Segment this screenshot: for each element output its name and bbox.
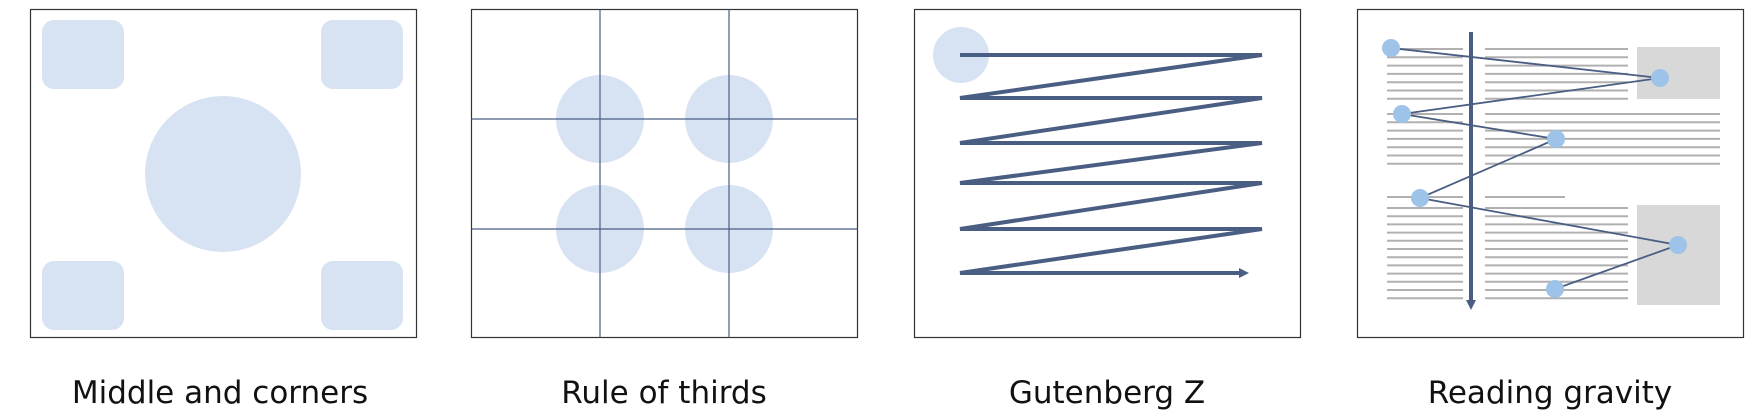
fixation-dot bbox=[1651, 69, 1669, 87]
corner-block-bottom-left bbox=[42, 261, 124, 330]
corner-block-bottom-right bbox=[321, 261, 403, 330]
fixation-dot bbox=[1669, 236, 1687, 254]
panel-caption: Reading gravity bbox=[1428, 375, 1673, 411]
panel-frame bbox=[470, 8, 859, 339]
panel-gutenberg-z: Gutenberg Z bbox=[913, 8, 1302, 411]
fixation-dot bbox=[1382, 39, 1400, 57]
image-block-top bbox=[1637, 47, 1720, 99]
fixation-dot bbox=[1411, 189, 1429, 207]
zigzag-reading-path bbox=[959, 53, 1263, 278]
panel-caption: Gutenberg Z bbox=[1009, 375, 1205, 411]
panel-rule-of-thirds: Rule of thirds bbox=[470, 8, 859, 411]
panel-caption: Rule of thirds bbox=[561, 375, 767, 411]
fixation-dot bbox=[1393, 105, 1411, 123]
panel-reading-gravity: Reading gravity bbox=[1356, 8, 1745, 411]
fixation-dot bbox=[1547, 130, 1565, 148]
corner-block-top-left bbox=[42, 20, 124, 89]
panel-middle-corners: Middle and corners bbox=[29, 8, 418, 411]
fixation-dot bbox=[1546, 280, 1564, 298]
middle-circle bbox=[145, 96, 301, 252]
corner-block-top-right bbox=[321, 20, 403, 89]
panel-caption: Middle and corners bbox=[72, 375, 368, 411]
